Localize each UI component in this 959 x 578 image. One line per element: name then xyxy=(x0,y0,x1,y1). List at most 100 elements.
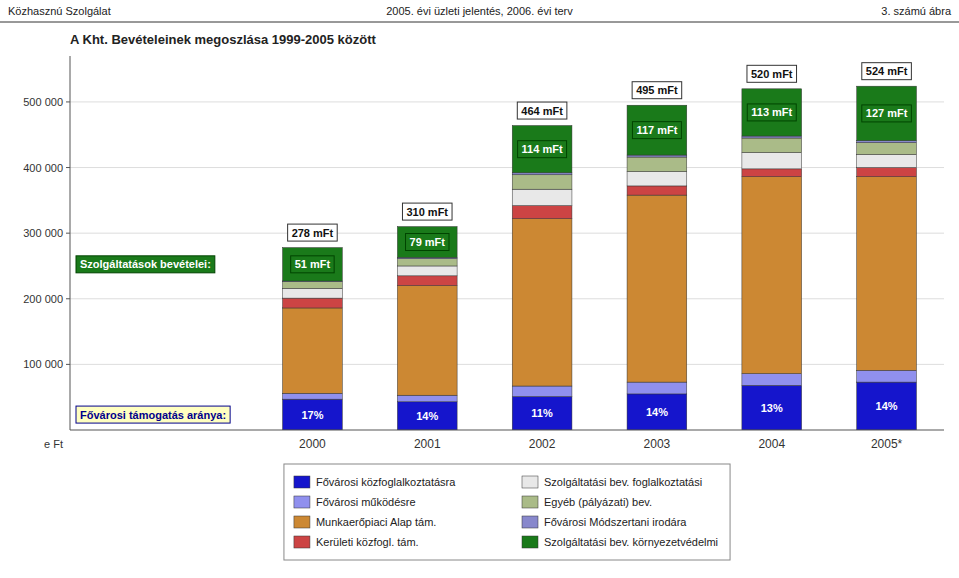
header-left: Közhasznú Szolgálat xyxy=(8,5,111,17)
total-label-box xyxy=(288,224,338,241)
legend-label: Egyéb (pályázati) bev. xyxy=(544,496,652,508)
bar-segment xyxy=(857,154,917,167)
title: A Kht. Bevételeinek megoszlása 1999-2005… xyxy=(70,32,377,47)
y-tick-label: 500 000 xyxy=(23,96,63,108)
support-label: 14% xyxy=(416,410,438,422)
legend-label: Fővárosi közfoglalkoztatásra xyxy=(316,476,456,488)
y-axis xyxy=(70,56,71,430)
y-tick xyxy=(66,298,70,299)
bar-segment xyxy=(283,399,343,430)
bar-segment xyxy=(283,288,343,298)
bar-segment xyxy=(627,382,687,394)
service-label-box xyxy=(862,105,912,122)
legend-swatch xyxy=(294,476,310,488)
total-label-text: 520 mFt xyxy=(751,68,793,80)
grid-line xyxy=(70,364,944,365)
service-label-text: 51 mFt xyxy=(295,258,331,270)
service-label-text: 79 mFt xyxy=(410,236,446,248)
total-label-box xyxy=(632,82,682,99)
bar-segment xyxy=(742,152,802,168)
total-label: 495 mFt xyxy=(632,82,682,99)
bar-segment xyxy=(283,298,343,308)
bar-segment xyxy=(742,89,802,136)
chart: Közhasznú Szolgálat 2005. évi üzleti jele… xyxy=(0,0,959,578)
grid-line xyxy=(70,233,944,234)
bar-segment xyxy=(627,195,687,382)
legend-item: Fővárosi közfoglalkoztatásra xyxy=(294,476,456,488)
support-label: 11% xyxy=(531,407,553,419)
x-tick-label: 2004 xyxy=(758,437,785,451)
bar-segment xyxy=(857,370,917,382)
total-label-box xyxy=(517,102,567,119)
y-tick xyxy=(66,101,70,102)
legend-item: Szolgáltatási bev. foglalkoztatási xyxy=(522,476,702,488)
y-tick xyxy=(66,233,70,234)
service-label: 79 mFt xyxy=(406,234,449,251)
bar-segment xyxy=(627,394,687,430)
x-tick-label: 2005* xyxy=(871,437,903,451)
header-rule xyxy=(0,22,959,23)
total-label-box xyxy=(402,203,452,220)
legend-swatch xyxy=(522,476,538,488)
bar-segment xyxy=(397,286,457,396)
bar-segment xyxy=(397,402,457,430)
legend-label: Munkaerőpiaci Alap tám. xyxy=(316,516,436,528)
service-label-box xyxy=(406,234,449,251)
bar-segment xyxy=(397,259,457,266)
legend-item: Fővárosi Módszertani irodára xyxy=(522,516,687,528)
x-tick-label: 2000 xyxy=(299,437,326,451)
bar-segment xyxy=(512,126,572,173)
bar-segment xyxy=(857,143,917,155)
y-tick xyxy=(66,364,70,365)
total-label-text: 464 mFt xyxy=(521,105,563,117)
support-row-label: Fővárosi támogatás aránya: xyxy=(76,406,230,423)
support-label: 17% xyxy=(301,409,323,421)
service-label: 114 mFt xyxy=(518,141,567,158)
legend-label: Kerületi közfogl. tám. xyxy=(316,536,419,548)
service-row-label-box xyxy=(76,256,215,273)
legend-swatch xyxy=(522,536,538,548)
bar-segment xyxy=(742,177,802,374)
service-label: 117 mFt xyxy=(632,122,681,139)
bar-segment xyxy=(283,248,343,281)
service-label-box xyxy=(632,122,681,139)
legend-item: Kerületi közfogl. tám. xyxy=(294,536,419,548)
legend-swatch xyxy=(294,536,310,548)
service-row-label: Szolgáltatások bevételei: xyxy=(76,256,215,273)
y-tick-label: 400 000 xyxy=(23,162,63,174)
bar-segment xyxy=(283,282,343,289)
service-label-box xyxy=(291,256,334,273)
bar-segment xyxy=(742,385,802,430)
service-label-box xyxy=(518,141,567,158)
support-label: 14% xyxy=(646,406,668,418)
legend-swatch xyxy=(294,496,310,508)
legend: Fővárosi közfoglalkoztatásra Fővárosi műk… xyxy=(284,464,730,560)
bar-segment xyxy=(283,393,343,399)
grid-line xyxy=(70,167,944,168)
support-row-label-box xyxy=(76,406,230,423)
bar-segment xyxy=(512,175,572,189)
bar-segment xyxy=(742,169,802,177)
legend-swatch xyxy=(522,516,538,528)
service-label: 113 mFt xyxy=(747,104,796,121)
x-tick-label: 2003 xyxy=(644,437,671,451)
legend-label: Fővárosi Módszertani irodára xyxy=(544,516,687,528)
service-row-label-text: Szolgáltatások bevételei: xyxy=(80,258,211,270)
service-label: 51 mFt xyxy=(291,256,334,273)
total-label: 278 mFt xyxy=(288,224,338,241)
header-center: 2005. évi üzleti jelentés, 2006. évi ter… xyxy=(386,5,573,17)
grid-line xyxy=(70,298,944,299)
bar-segment xyxy=(627,186,687,195)
y-tick xyxy=(66,167,70,168)
legend-item: Szolgáltatási bev. környezetvédelmi xyxy=(522,536,718,548)
bar-segment xyxy=(742,138,802,152)
labels: 278 mFt310 mFt464 mFt495 mFt520 mFt524 m… xyxy=(76,63,911,423)
service-label-text: 113 mFt xyxy=(751,106,792,118)
bar-segment xyxy=(283,308,343,393)
bar-segment xyxy=(857,382,917,430)
total-label: 464 mFt xyxy=(517,102,567,119)
legend-label: Szolgáltatási bev. környezetvédelmi xyxy=(544,536,718,548)
legend-item: Fővárosi működésre xyxy=(294,496,416,508)
total-label-box xyxy=(747,65,797,82)
legend-label: Szolgáltatási bev. foglalkoztatási xyxy=(544,476,702,488)
